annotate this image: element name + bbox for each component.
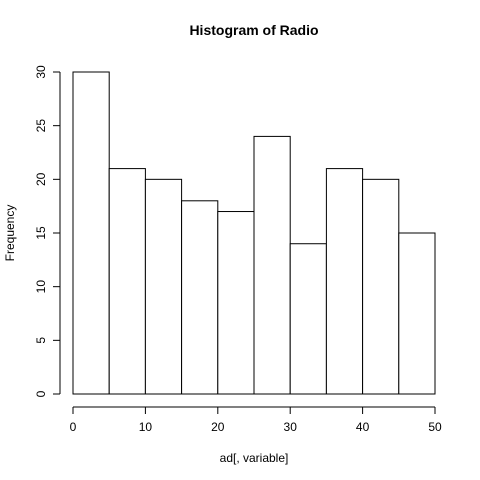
- y-axis: 0 5 10 15 20 25 30: [34, 65, 61, 397]
- bars-group: [72, 71, 436, 395]
- y-tick-label: 30: [34, 65, 48, 79]
- x-tick-label: 0: [70, 420, 77, 434]
- histogram-bar-1: [72, 71, 110, 395]
- x-axis: 0 10 20 30 40 50: [70, 406, 442, 434]
- histogram-bar-10: [398, 232, 436, 395]
- histogram-bar-8: [325, 168, 364, 395]
- histogram-bar-9: [362, 178, 400, 395]
- y-axis-label: Frequency: [3, 205, 17, 262]
- histogram-bar-6: [253, 135, 291, 395]
- histogram-bar-7: [289, 243, 327, 395]
- y-tick-label: 25: [34, 119, 48, 133]
- x-tick-label: 20: [211, 420, 225, 434]
- y-tick-label: 15: [34, 226, 48, 240]
- x-tick-label: 50: [428, 420, 442, 434]
- y-tick-label: 0: [34, 390, 48, 397]
- histogram-bar-4: [181, 200, 219, 395]
- x-tick-label: 40: [356, 420, 370, 434]
- y-tick-label: 10: [34, 280, 48, 294]
- x-axis-label: ad[, variable]: [220, 451, 289, 465]
- histogram-bar-3: [144, 178, 183, 395]
- chart-title: Histogram of Radio: [189, 22, 318, 38]
- histogram-bar-2: [108, 168, 146, 395]
- histogram-bar-5: [217, 211, 255, 395]
- y-tick-label: 20: [34, 172, 48, 186]
- x-tick-label: 10: [139, 420, 153, 434]
- x-tick-label: 30: [284, 420, 298, 434]
- y-tick-label: 5: [34, 337, 48, 344]
